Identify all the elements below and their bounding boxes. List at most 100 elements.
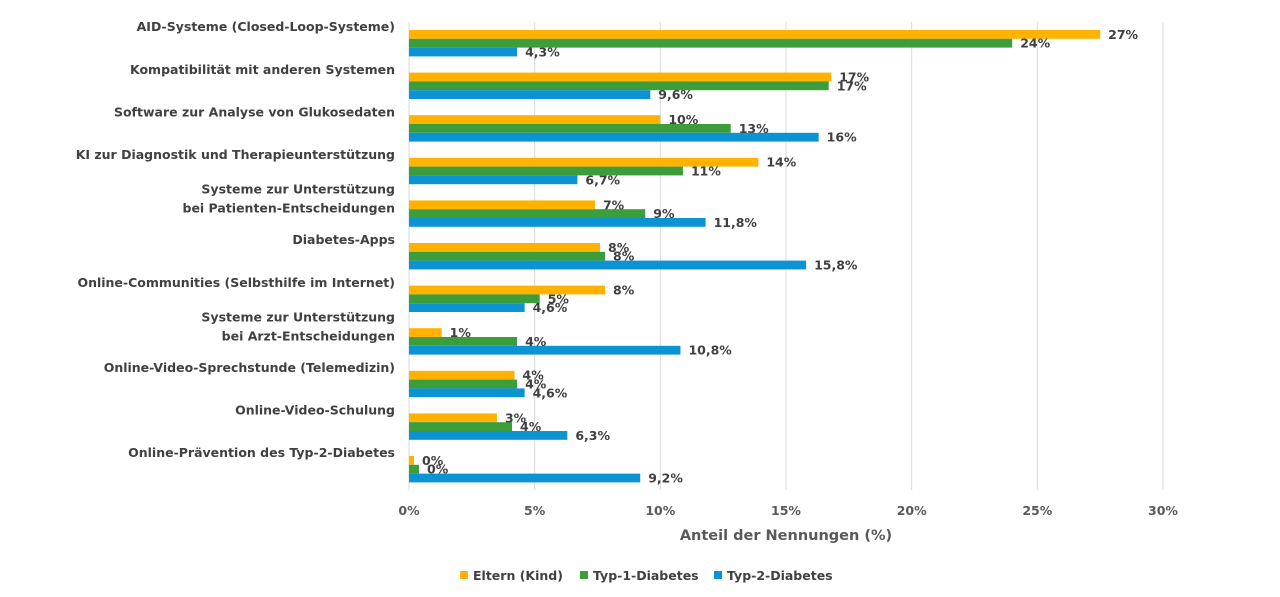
data-label: 6,7% <box>585 172 620 187</box>
data-label: 10% <box>668 112 698 127</box>
bar <box>409 328 442 337</box>
data-label: 15,8% <box>814 258 858 273</box>
data-label: 8% <box>608 240 630 255</box>
data-label: 0% <box>422 453 444 468</box>
category-label: Online-Video-Sprechstunde (Telemedizin) <box>104 360 395 375</box>
bar <box>409 166 683 176</box>
gridlines <box>408 22 1164 490</box>
bar <box>409 379 518 389</box>
bar <box>409 294 540 304</box>
bar <box>409 260 807 270</box>
bar <box>409 175 578 185</box>
data-label: 8% <box>613 283 635 298</box>
bar <box>409 72 832 82</box>
category-label-line: bei Patienten-Entscheidungen <box>183 201 396 216</box>
bar <box>409 218 706 227</box>
data-label: 27% <box>1108 27 1138 42</box>
category-label: Online-Prävention des Typ-2-Diabetes <box>128 445 395 460</box>
x-tick-labels: 0% 5% 10% 15% 20% 25% 30% <box>398 503 1178 518</box>
data-label: 9% <box>653 206 675 221</box>
category-label-line: Systeme zur Unterstützung <box>201 182 395 197</box>
x-tick-label: 0% <box>398 503 420 518</box>
category-label: Software zur Analyse von Glukosedaten <box>114 104 395 119</box>
bar <box>409 209 646 218</box>
bar <box>409 422 513 431</box>
bar <box>409 337 518 346</box>
category-label-line: Systeme zur Unterstützung <box>201 309 395 324</box>
data-label: 10,8% <box>688 343 732 358</box>
legend-label: Typ-2-Diabetes <box>727 568 833 583</box>
category-label: Systeme zur Unterstützung bei Patienten-E… <box>183 182 396 216</box>
category-label: AID-Systeme (Closed-Loop-Systeme) <box>137 19 395 34</box>
data-label: 4% <box>525 377 547 392</box>
bar <box>409 456 415 465</box>
bars <box>409 30 1101 483</box>
data-label: 9,2% <box>648 471 683 486</box>
data-labels: 27% 24% 4,3% 17%17% 9,6% 10% 13% 16% 14% 11% 6,7% 7… <box>422 27 1139 486</box>
bar <box>409 388 525 398</box>
data-label: 16% <box>827 130 857 145</box>
x-tick-label: 10% <box>645 503 675 518</box>
bar <box>409 345 681 355</box>
data-label: 4,6% <box>533 385 568 400</box>
data-label: 8% <box>613 249 635 264</box>
bar <box>409 115 661 124</box>
data-label: 4% <box>520 419 542 434</box>
bar <box>409 285 606 295</box>
data-label: 3% <box>505 410 527 425</box>
x-tick-label: 25% <box>1022 503 1052 518</box>
legend: Eltern (Kind) Typ-1-Diabetes Typ-2-Diabete… <box>460 568 833 583</box>
bar <box>409 124 731 133</box>
data-label: 9,6% <box>658 87 693 102</box>
data-label: 11,8% <box>714 215 758 230</box>
legend-label: Eltern (Kind) <box>473 568 563 583</box>
bar <box>409 370 515 380</box>
x-tick-label: 20% <box>897 503 927 518</box>
category-labels: AID-Systeme (Closed-Loop-Systeme) Kompati… <box>76 19 395 460</box>
x-tick-label: 30% <box>1148 503 1178 518</box>
bar <box>409 81 829 91</box>
category-label: Online-Communities (Selbsthilfe im Inter… <box>77 275 395 290</box>
data-label: 11% <box>691 164 721 179</box>
data-label: 0% <box>427 462 449 477</box>
legend-label: Typ-1-Diabetes <box>593 568 699 583</box>
x-axis-title: Anteil der Nennungen (%) <box>680 528 892 544</box>
data-label: 13% <box>739 121 769 136</box>
data-label: 6,3% <box>575 428 610 443</box>
bar <box>409 251 606 261</box>
data-label: 4% <box>525 334 547 349</box>
bar <box>409 413 497 423</box>
data-label: 14% <box>766 155 796 170</box>
category-label: Diabetes-Apps <box>292 232 395 247</box>
category-label: Systeme zur Unterstützung bei Arzt-Entsch… <box>201 309 395 343</box>
data-label: 4% <box>523 368 545 383</box>
bar <box>409 303 525 312</box>
data-label: 17% <box>837 78 867 93</box>
data-label: 1% <box>450 325 472 340</box>
data-label: 4,3% <box>525 45 560 60</box>
data-label: 4,6% <box>533 300 568 315</box>
legend-swatch <box>714 571 722 579</box>
bar <box>409 243 601 252</box>
bar <box>409 132 819 142</box>
bar <box>409 157 759 167</box>
data-label: 17% <box>839 70 869 85</box>
bar <box>409 431 568 440</box>
category-label: Online-Video-Schulung <box>235 403 395 418</box>
category-label: KI zur Diagnostik und Therapieunterstütz… <box>76 147 395 162</box>
bar <box>409 47 518 57</box>
legend-swatch <box>580 571 588 579</box>
legend-swatch <box>460 571 468 579</box>
category-label: Kompatibilität mit anderen Systemen <box>130 62 395 77</box>
data-label: 5% <box>548 291 570 306</box>
category-label-line: bei Arzt-Entscheidungen <box>222 328 395 343</box>
bar <box>409 38 1013 48</box>
bar <box>409 464 420 474</box>
x-tick-label: 5% <box>524 503 546 518</box>
bar <box>409 473 641 483</box>
data-label: 24% <box>1020 36 1050 51</box>
bar <box>409 90 651 99</box>
data-label: 7% <box>603 197 625 212</box>
bar <box>409 30 1101 39</box>
